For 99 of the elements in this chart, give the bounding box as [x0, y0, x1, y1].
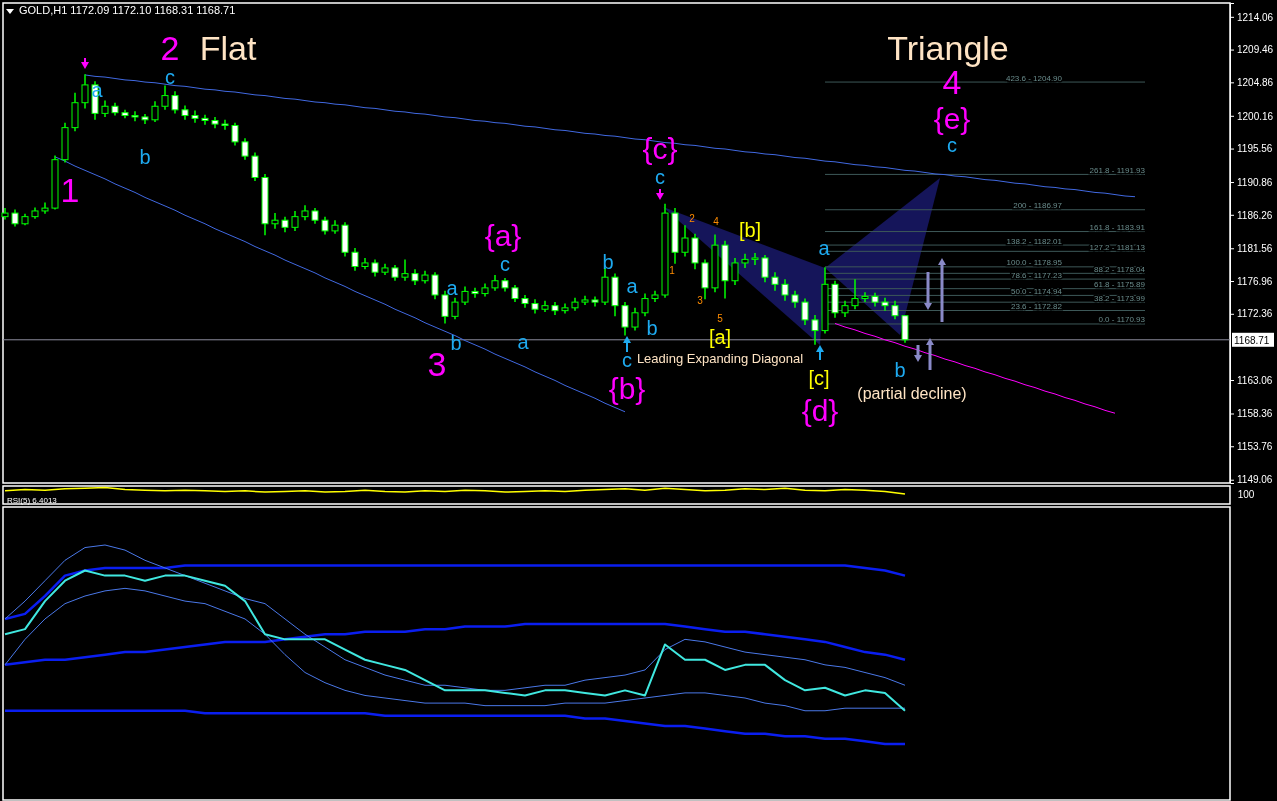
- y-tick-label: 1176.96: [1237, 275, 1273, 287]
- annotation: 38.2 - 1173.99: [1093, 293, 1146, 303]
- annotation: [b]: [738, 219, 762, 241]
- text: 100: [1237, 488, 1255, 500]
- candlestick: [801, 297, 809, 326]
- annotation: 100.0 - 1178.95: [1006, 258, 1063, 268]
- annotation: b: [646, 317, 658, 339]
- candlestick: [151, 100, 159, 123]
- candlestick: [201, 114, 209, 126]
- candlestick: [351, 247, 359, 272]
- annotation: Leading Expanding Diagonal: [636, 350, 804, 366]
- annotation: b: [139, 146, 151, 168]
- y-tick-label: 1158.36: [1237, 408, 1273, 420]
- annotation: Flat: [199, 29, 257, 67]
- annotation: 161.8 - 1183.91: [1089, 223, 1146, 233]
- candlestick: [681, 224, 689, 258]
- annotation: c: [655, 166, 665, 188]
- y-tick-label: 1186.26: [1237, 209, 1273, 221]
- y-tick-label: 1149.06: [1237, 474, 1273, 486]
- candlestick: [221, 119, 229, 131]
- candlestick: [771, 271, 779, 292]
- chart-title: GOLD,H1 1172.09 1172.10 1168.31 1168.71: [19, 4, 236, 16]
- candlestick: [731, 257, 739, 286]
- y-tick-label: 1190.86: [1237, 176, 1273, 188]
- annotation: 423.6 - 1204.90: [1005, 73, 1063, 83]
- y-tick-label: 1181.56: [1237, 242, 1273, 254]
- annotation: 2: [160, 29, 180, 67]
- annotation: c: [165, 66, 175, 88]
- annotation: 78.6 - 1177.23: [1010, 270, 1063, 280]
- candlestick: [161, 84, 169, 111]
- candlestick: [451, 297, 459, 320]
- annotation: 127.2 - 1181.13: [1089, 242, 1146, 252]
- candlestick: [761, 254, 769, 283]
- annotation: {c}: [642, 131, 678, 165]
- y-tick-label: 1195.56: [1237, 143, 1273, 155]
- annotation: [a]: [708, 326, 732, 348]
- text: RSI(5) 6.4013: [7, 495, 58, 505]
- annotation: a: [91, 79, 104, 101]
- annotation: 23.6 - 1172.82: [1010, 302, 1063, 312]
- candlestick: [131, 110, 139, 122]
- annotation: 3: [427, 345, 447, 383]
- annotation: 200 - 1186.97: [1013, 201, 1063, 211]
- annotation: b: [450, 332, 462, 354]
- candlestick: [81, 73, 89, 110]
- candlestick: [781, 278, 789, 302]
- annotation: a: [818, 237, 831, 259]
- candlestick: [231, 121, 239, 147]
- candlestick: [401, 258, 409, 282]
- annotation: 4: [713, 215, 720, 227]
- annotation: b: [894, 359, 906, 381]
- candlestick: [271, 212, 279, 230]
- annotation: 138.2 - 1182.01: [1006, 236, 1063, 246]
- annotation: 50.0 - 1174.94: [1010, 286, 1063, 296]
- annotation: {a}: [484, 218, 522, 252]
- candlestick: [621, 301, 629, 337]
- candlestick: [251, 151, 259, 182]
- annotation: 1: [60, 171, 80, 209]
- annotation: b: [602, 251, 614, 273]
- annotation: (partial decline): [857, 384, 967, 402]
- candlestick: [471, 287, 479, 299]
- candlestick: [171, 90, 179, 115]
- annotation: {b}: [608, 371, 646, 405]
- annotation: 2: [689, 212, 696, 224]
- annotation: 1: [669, 264, 676, 276]
- candlestick: [751, 252, 759, 266]
- candlestick: [461, 285, 469, 306]
- annotation: 261.8 - 1191.93: [1089, 165, 1146, 175]
- candlestick: [891, 299, 899, 320]
- y-tick-label: 1204.86: [1237, 77, 1274, 89]
- annotation: a: [446, 277, 459, 299]
- annotation: a: [626, 275, 639, 297]
- y-tick-label: 1172.36: [1237, 308, 1273, 320]
- candlestick: [441, 289, 449, 325]
- candlestick: [631, 307, 639, 332]
- candlestick: [861, 291, 869, 303]
- annotation: 88.2 - 1178.04: [1093, 264, 1146, 274]
- y-tick-label: 1153.76: [1237, 440, 1273, 452]
- y-tick-label: 1214.06: [1237, 11, 1274, 23]
- annotation: c: [947, 134, 957, 156]
- candlestick: [241, 137, 249, 161]
- y-tick-label: 1163.06: [1237, 374, 1273, 386]
- annotation: c: [500, 253, 510, 275]
- annotation: {e}: [933, 101, 971, 135]
- candlestick: [291, 210, 299, 232]
- y-tick-label: 1200.16: [1237, 110, 1274, 122]
- candlestick: [851, 278, 859, 310]
- annotation: [c]: [808, 367, 830, 389]
- ref-line-label: 1168.71: [1234, 334, 1270, 346]
- annotation: 5: [717, 312, 724, 324]
- candlestick: [431, 271, 439, 301]
- annotation: 3: [697, 294, 704, 306]
- y-tick-label: 1209.46: [1237, 44, 1274, 56]
- annotation: 0.0 - 1170.93: [1098, 315, 1146, 325]
- candlestick: [811, 314, 819, 346]
- annotation: 61.8 - 1175.89: [1093, 280, 1146, 290]
- annotation: {d}: [801, 393, 839, 427]
- annotation: a: [517, 331, 530, 353]
- annotation: c: [622, 349, 632, 371]
- candlestick: [641, 292, 649, 318]
